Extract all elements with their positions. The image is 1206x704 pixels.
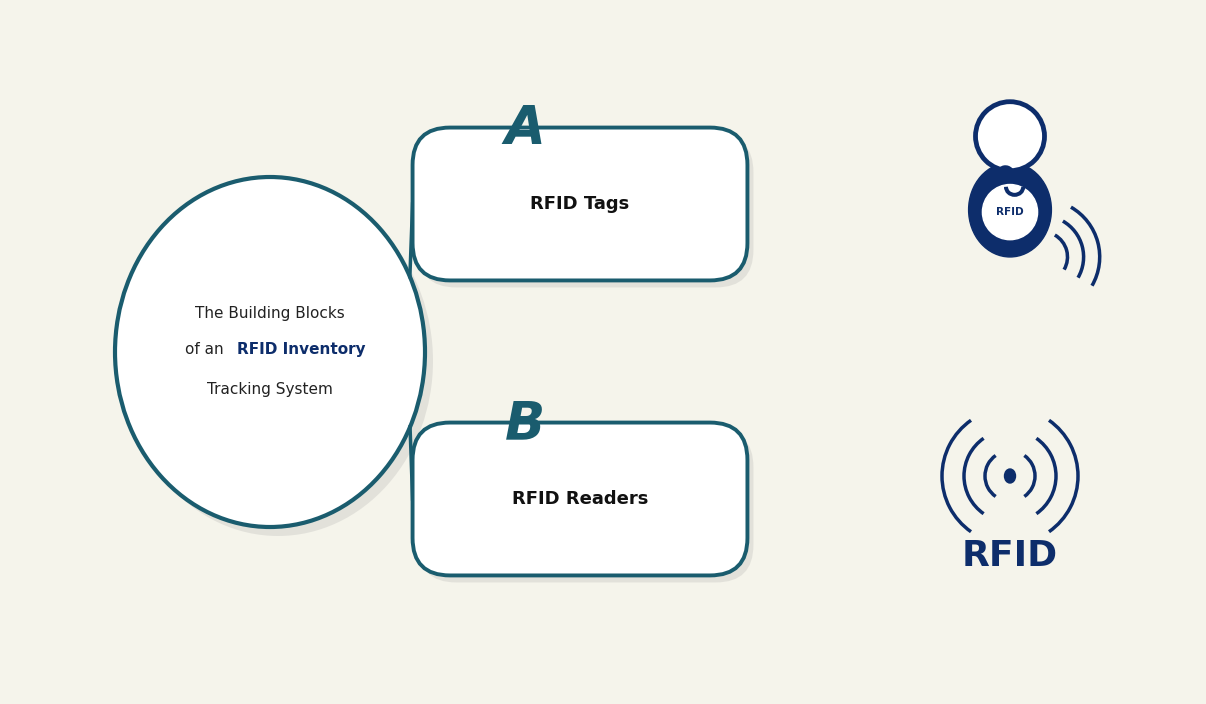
Circle shape xyxy=(976,101,1044,170)
FancyBboxPatch shape xyxy=(412,422,748,575)
Text: RFID Tags: RFID Tags xyxy=(531,195,630,213)
Ellipse shape xyxy=(115,177,425,527)
Circle shape xyxy=(983,184,1037,239)
Text: A: A xyxy=(504,103,545,155)
FancyBboxPatch shape xyxy=(412,127,748,280)
Text: RFID Readers: RFID Readers xyxy=(511,490,648,508)
Text: B: B xyxy=(505,398,545,450)
Ellipse shape xyxy=(123,186,433,536)
Text: RFID Inventory: RFID Inventory xyxy=(238,343,365,358)
Ellipse shape xyxy=(968,163,1052,257)
FancyBboxPatch shape xyxy=(418,134,754,287)
Text: Tracking System: Tracking System xyxy=(207,382,333,398)
FancyBboxPatch shape xyxy=(418,429,754,582)
Ellipse shape xyxy=(1005,469,1015,483)
Text: of an: of an xyxy=(185,343,223,358)
Text: RFID: RFID xyxy=(962,539,1058,573)
Text: RFID: RFID xyxy=(996,207,1024,217)
Text: The Building Blocks: The Building Blocks xyxy=(195,306,345,322)
